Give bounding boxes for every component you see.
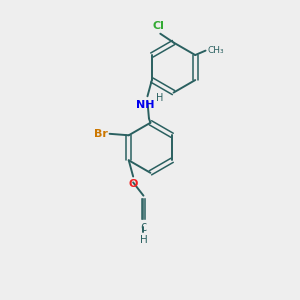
Text: Br: Br	[94, 129, 108, 139]
Text: H: H	[156, 93, 163, 103]
Text: C: C	[140, 223, 147, 233]
Text: NH: NH	[136, 100, 154, 110]
Text: H: H	[140, 236, 147, 245]
Text: Cl: Cl	[153, 21, 165, 31]
Text: CH₃: CH₃	[207, 46, 224, 55]
Text: O: O	[128, 179, 138, 189]
